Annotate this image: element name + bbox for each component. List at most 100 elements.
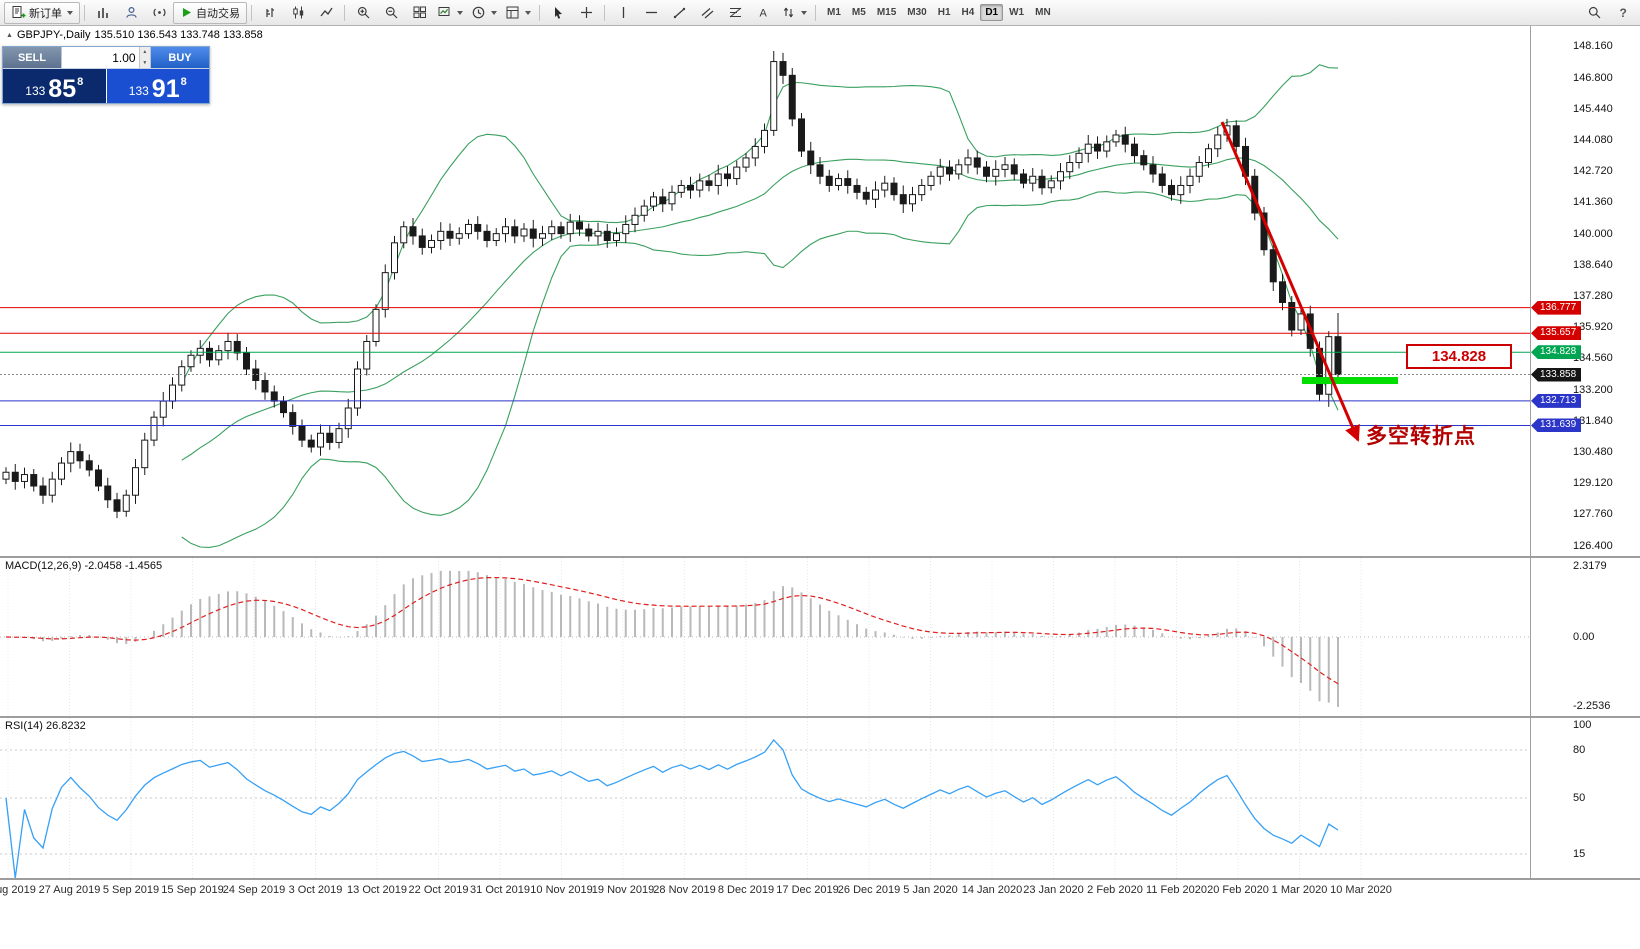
tile-windows-button[interactable] [405, 2, 433, 24]
date-axis-label: 20 Feb 2020 [1207, 884, 1269, 896]
channel-tool-button[interactable] [693, 2, 721, 24]
price-axis-label: 134.560 [1573, 352, 1613, 365]
date-axis-label: 17 Dec 2019 [776, 884, 839, 896]
line-chart-mode-button[interactable] [312, 2, 340, 24]
macd-panel[interactable]: MACD(12,26,9) -2.0458 -1.4565 [0, 558, 1530, 716]
cursor-tool-button[interactable] [544, 2, 572, 24]
timeframe-mn-button[interactable]: MN [1035, 7, 1051, 18]
timeframe-d1-button[interactable]: D1 [980, 4, 1004, 21]
price-axis-label: 142.720 [1573, 165, 1613, 178]
buy-price-display[interactable]: 133 91 8 [106, 69, 209, 103]
timeframe-m30-button[interactable]: M30 [907, 7, 927, 18]
clock-icon [471, 5, 486, 20]
price-axis-label: 131.840 [1573, 414, 1613, 427]
toolbar-separator [604, 4, 605, 21]
chevron-down-icon [491, 10, 497, 15]
horizontal-line-tool-button[interactable] [637, 2, 665, 24]
help-button[interactable]: ? [1608, 2, 1636, 24]
timeframe-w1-button[interactable]: W1 [1009, 7, 1025, 18]
ohlc-values: 135.510 136.543 133.748 133.858 [94, 29, 263, 41]
macd-chart-canvas[interactable] [0, 558, 1530, 716]
candlestick-mode-button[interactable] [284, 2, 312, 24]
autotrade-button[interactable]: 自动交易 [173, 1, 247, 24]
volume-input[interactable] [62, 47, 139, 68]
date-axis-label: 27 Aug 2019 [38, 884, 101, 896]
price-axis-label: 146.800 [1573, 71, 1613, 84]
turning-point-annotation[interactable]: 多空转折点 [1366, 425, 1476, 448]
timeframe-h4-button[interactable]: H4 [961, 7, 975, 18]
rsi-chart-canvas[interactable] [0, 718, 1530, 878]
price-axis-label: 135.920 [1573, 321, 1613, 334]
date-axis-label: 8 Aug 2019 [0, 884, 36, 896]
date-axis-label: 5 Sep 2019 [102, 884, 160, 896]
market-watch-button[interactable] [89, 2, 117, 24]
fibonacci-icon [728, 5, 743, 20]
trendline-tool-button[interactable] [665, 2, 693, 24]
vertical-line-tool-button[interactable] [609, 2, 637, 24]
candlestick-chart-canvas[interactable] [0, 26, 1530, 556]
chevron-down-icon [801, 10, 807, 15]
timeframe-m15-button[interactable]: M15 [876, 7, 897, 18]
toolbar-separator [815, 4, 816, 21]
price-tag: 131.639 [1531, 418, 1582, 433]
price-tag: 134.828 [1531, 345, 1582, 360]
timeframe-m5-button[interactable]: M5 [851, 7, 866, 18]
buy-button[interactable]: BUY [151, 47, 209, 68]
price-axis-label: 137.280 [1573, 290, 1613, 303]
date-axis-label: 23 Jan 2020 [1023, 884, 1084, 896]
search-icon [1587, 5, 1602, 20]
zoom-out-icon [384, 5, 399, 20]
periods-button[interactable] [467, 2, 501, 24]
symbol-period-label: GBPJPY-,Daily [16, 29, 91, 41]
crosshair-tool-button[interactable] [572, 2, 600, 24]
price-annotation-box[interactable]: 134.828 [1406, 344, 1512, 369]
search-button[interactable] [1580, 2, 1608, 24]
main-chart-area[interactable]: ▲ GBPJPY-,Daily 135.510 136.543 133.748 … [0, 26, 1530, 556]
price-tag: 133.858 [1531, 367, 1582, 382]
play-icon [180, 6, 193, 19]
templates-button[interactable] [501, 2, 535, 24]
price-tag: 136.777 [1531, 300, 1582, 315]
rsi-axis-label: 50 [1573, 792, 1586, 804]
channel-icon [700, 5, 715, 20]
templates-icon [505, 5, 520, 20]
macd-axis[interactable]: 2.3179 0.00 -2.2536 [1530, 558, 1640, 716]
panel-separator[interactable] [0, 716, 1640, 718]
arrows-icon [781, 5, 796, 20]
new-chart-button[interactable] [433, 2, 467, 24]
svg-text:?: ? [1619, 6, 1626, 20]
chevron-down-icon [525, 10, 531, 15]
timeframe-m1-button[interactable]: M1 [827, 7, 841, 18]
collapse-triangle-icon[interactable]: ▲ [6, 31, 13, 39]
price-axis[interactable]: 148.160 146.800 145.440 144.080 142.720 141.3… [1530, 26, 1640, 556]
date-axis-label: 2 Feb 2020 [1087, 884, 1143, 896]
date-axis-label: 10 Mar 2020 [1330, 884, 1392, 896]
timeframe-h1-button[interactable]: H1 [937, 7, 951, 18]
terminal-icon [152, 5, 167, 20]
buy-price-main: 91 [151, 74, 180, 103]
rsi-panel[interactable]: RSI(14) 26.8232 [0, 718, 1530, 878]
sell-price-display[interactable]: 133 85 8 [3, 69, 106, 103]
navigator-button[interactable] [117, 2, 145, 24]
date-axis-label: 26 Dec 2019 [837, 884, 901, 896]
bar-chart-mode-button[interactable] [256, 2, 284, 24]
text-tool-button[interactable]: A [749, 2, 777, 24]
zoom-out-button[interactable] [377, 2, 405, 24]
market-watch-icon [96, 5, 111, 20]
arrows-tool-button[interactable] [777, 2, 811, 24]
new-order-icon [11, 5, 26, 20]
fibonacci-tool-button[interactable] [721, 2, 749, 24]
new-order-button[interactable]: 新订单 [4, 1, 80, 24]
zoom-in-button[interactable] [349, 2, 377, 24]
date-axis-label: 22 Oct 2019 [408, 884, 469, 896]
volume-increase-button[interactable]: ▲ [139, 47, 150, 58]
panel-separator[interactable] [0, 556, 1640, 558]
sell-button[interactable]: SELL [3, 47, 61, 68]
tile-windows-icon [412, 5, 427, 20]
svg-text:A: A [759, 8, 767, 20]
volume-decrease-button[interactable]: ▼ [139, 57, 150, 68]
sell-price-main: 85 [48, 74, 77, 103]
terminal-button[interactable] [145, 2, 173, 24]
rsi-axis[interactable]: 100 80 50 15 [1530, 718, 1640, 878]
